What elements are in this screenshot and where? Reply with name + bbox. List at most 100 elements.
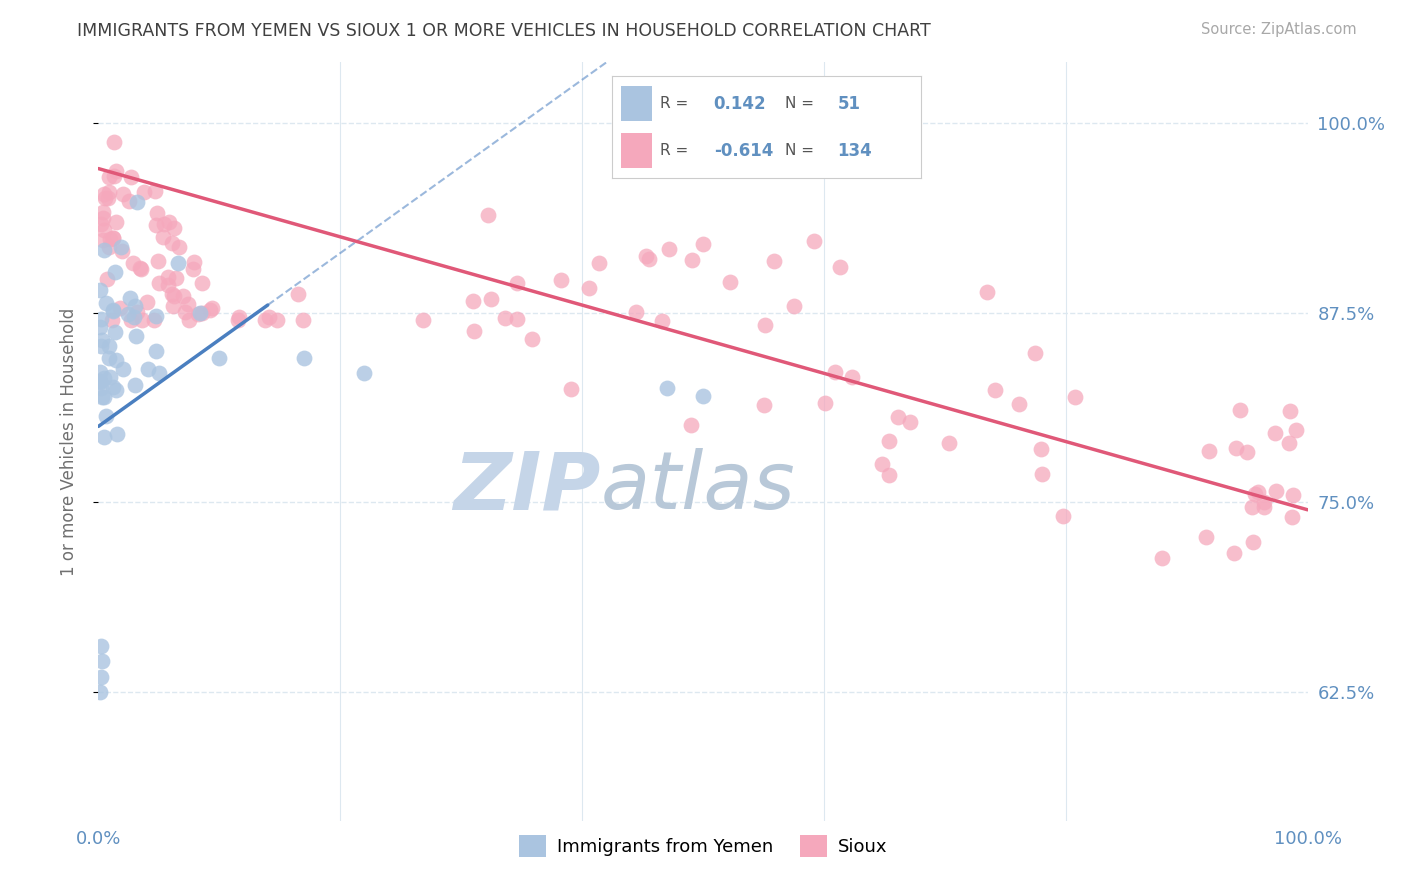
Point	[187, 307, 209, 321]
Point	[153, 217, 176, 231]
Point	[111, 187, 134, 202]
Point	[94, 295, 117, 310]
Point	[520, 332, 543, 346]
Point	[1229, 403, 1251, 417]
Point	[148, 367, 170, 381]
Point	[157, 269, 180, 284]
Point	[156, 278, 179, 293]
Point	[94, 191, 117, 205]
Point	[1285, 423, 1308, 437]
Point	[1052, 508, 1074, 523]
Point	[479, 293, 502, 307]
Point	[879, 434, 901, 448]
Point	[506, 312, 529, 326]
Point	[163, 220, 186, 235]
Point	[201, 301, 224, 315]
Text: 51: 51	[838, 95, 860, 112]
Point	[877, 468, 900, 483]
Point	[101, 304, 124, 318]
Point	[104, 215, 127, 229]
Point	[588, 256, 610, 270]
Point	[658, 242, 681, 256]
Point	[172, 289, 194, 303]
Point	[1278, 436, 1301, 450]
Text: R =: R =	[659, 96, 688, 111]
Point	[1240, 500, 1263, 514]
Point	[167, 240, 190, 254]
Point	[89, 320, 111, 334]
Text: atlas: atlas	[600, 448, 794, 526]
Point	[105, 384, 128, 398]
Point	[91, 390, 114, 404]
Point	[887, 410, 910, 425]
Point	[494, 310, 516, 325]
Point	[93, 223, 115, 237]
Point	[754, 318, 776, 333]
Point	[1282, 488, 1305, 502]
Point	[762, 254, 785, 268]
Point	[93, 186, 115, 201]
Point	[125, 329, 148, 343]
Point	[1281, 509, 1303, 524]
Point	[91, 655, 114, 669]
Point	[228, 310, 250, 325]
Point	[898, 415, 921, 429]
Point	[97, 191, 120, 205]
Point	[174, 305, 197, 319]
Point	[353, 367, 375, 381]
Bar	[621, 87, 652, 121]
Point	[752, 398, 775, 412]
Point	[101, 313, 124, 327]
Point	[148, 277, 170, 291]
Point	[96, 271, 118, 285]
Point	[111, 361, 134, 376]
Point	[188, 306, 211, 320]
Point	[550, 272, 572, 286]
Bar	[621, 133, 652, 168]
Point	[1244, 487, 1267, 501]
Point	[291, 313, 314, 327]
Point	[98, 370, 121, 384]
Point	[191, 306, 214, 320]
Point	[124, 377, 146, 392]
Point	[638, 252, 661, 267]
Point	[190, 277, 212, 291]
Point	[938, 436, 960, 450]
Point	[984, 384, 1007, 398]
Point	[1247, 485, 1270, 500]
Point	[1225, 441, 1247, 455]
Point	[136, 362, 159, 376]
Text: Source: ZipAtlas.com: Source: ZipAtlas.com	[1201, 22, 1357, 37]
Point	[1241, 534, 1264, 549]
Point	[292, 351, 315, 366]
Point	[110, 240, 132, 254]
Point	[124, 300, 146, 314]
Point	[118, 194, 141, 208]
Point	[101, 231, 124, 245]
Point	[93, 390, 115, 404]
Point	[814, 396, 837, 410]
Point	[91, 211, 114, 225]
Point	[1264, 484, 1286, 499]
Text: -0.614: -0.614	[714, 142, 773, 160]
Point	[160, 287, 183, 301]
Point	[103, 136, 125, 150]
Point	[783, 299, 806, 313]
Point	[131, 313, 153, 327]
Point	[97, 186, 120, 200]
Point	[117, 307, 139, 321]
Text: R =: R =	[659, 144, 688, 158]
Point	[506, 276, 529, 290]
Point	[98, 170, 121, 185]
Point	[183, 255, 205, 269]
Point	[655, 382, 678, 396]
Point	[1195, 530, 1218, 544]
Point	[127, 304, 149, 318]
Point	[93, 371, 115, 385]
Point	[103, 169, 125, 183]
Text: 0.142: 0.142	[714, 95, 766, 112]
Point	[89, 374, 111, 388]
Point	[136, 295, 159, 310]
Point	[463, 324, 485, 338]
Point	[145, 184, 167, 198]
